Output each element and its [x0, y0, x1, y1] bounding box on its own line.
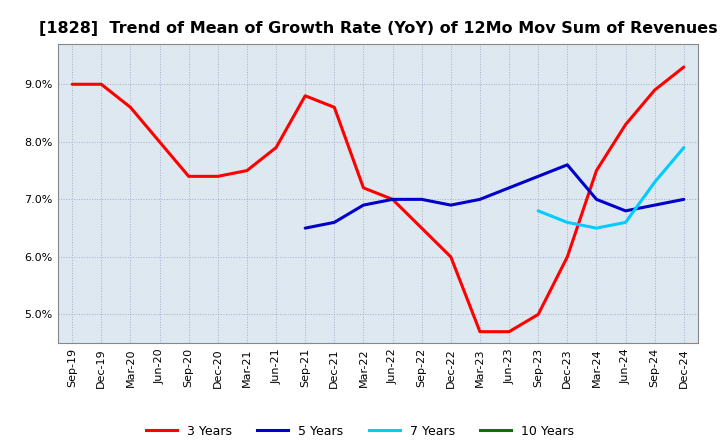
3 Years: [126, 105, 135, 110]
3 Years: [156, 139, 164, 144]
7 Years: [592, 225, 600, 231]
3 Years: [592, 168, 600, 173]
3 Years: [68, 82, 76, 87]
5 Years: [476, 197, 485, 202]
3 Years: [505, 329, 513, 334]
3 Years: [330, 105, 338, 110]
7 Years: [563, 220, 572, 225]
3 Years: [446, 254, 455, 260]
5 Years: [563, 162, 572, 168]
3 Years: [476, 329, 485, 334]
5 Years: [534, 174, 543, 179]
3 Years: [680, 64, 688, 70]
3 Years: [97, 82, 106, 87]
Line: 5 Years: 5 Years: [305, 165, 684, 228]
3 Years: [388, 197, 397, 202]
5 Years: [330, 220, 338, 225]
7 Years: [621, 220, 630, 225]
5 Years: [680, 197, 688, 202]
Line: 7 Years: 7 Years: [538, 147, 684, 228]
5 Years: [418, 197, 426, 202]
5 Years: [650, 202, 659, 208]
3 Years: [563, 254, 572, 260]
3 Years: [650, 88, 659, 93]
5 Years: [592, 197, 600, 202]
3 Years: [301, 93, 310, 99]
Legend: 3 Years, 5 Years, 7 Years, 10 Years: 3 Years, 5 Years, 7 Years, 10 Years: [141, 420, 579, 440]
5 Years: [446, 202, 455, 208]
5 Years: [505, 185, 513, 191]
3 Years: [418, 225, 426, 231]
3 Years: [184, 174, 193, 179]
7 Years: [680, 145, 688, 150]
5 Years: [301, 225, 310, 231]
3 Years: [271, 145, 280, 150]
3 Years: [359, 185, 368, 191]
3 Years: [213, 174, 222, 179]
3 Years: [621, 122, 630, 127]
7 Years: [534, 208, 543, 213]
5 Years: [359, 202, 368, 208]
3 Years: [534, 312, 543, 317]
Line: 3 Years: 3 Years: [72, 67, 684, 332]
7 Years: [650, 180, 659, 185]
Title: [1828]  Trend of Mean of Growth Rate (YoY) of 12Mo Mov Sum of Revenues: [1828] Trend of Mean of Growth Rate (YoY…: [39, 21, 717, 36]
5 Years: [388, 197, 397, 202]
3 Years: [243, 168, 251, 173]
5 Years: [621, 208, 630, 213]
